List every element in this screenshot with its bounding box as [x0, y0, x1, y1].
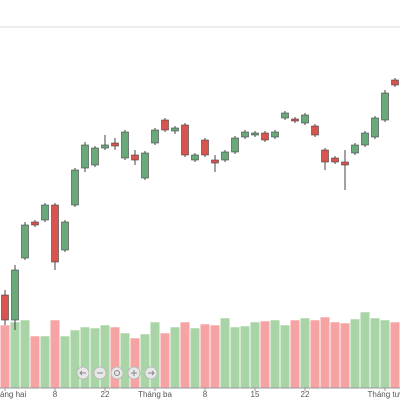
zoom-controls	[76, 366, 158, 380]
candle-body	[121, 131, 129, 159]
volume-bar	[379, 319, 391, 389]
scroll-right-button[interactable]	[144, 366, 158, 380]
volume-bar	[239, 325, 251, 389]
candle-body	[111, 142, 119, 147]
candle-body	[271, 131, 279, 138]
x-tick-label: 22	[301, 390, 310, 399]
candle-body	[261, 132, 269, 141]
x-tick-label: Tháng ba	[138, 390, 172, 399]
volume-bar	[229, 326, 241, 389]
volume-bar	[329, 321, 341, 389]
volume-bar	[119, 332, 131, 389]
candle-body	[151, 129, 159, 144]
candle-body	[81, 144, 89, 169]
candle-body	[191, 154, 199, 161]
candle-body	[221, 151, 229, 161]
candle-body	[181, 124, 189, 156]
candle-body	[71, 169, 79, 206]
volume-bar	[299, 317, 311, 389]
plot-area	[0, 78, 400, 389]
volume-bar	[59, 335, 71, 389]
candle-body	[141, 152, 149, 179]
candle-body	[61, 221, 69, 251]
volume-bar	[349, 318, 361, 389]
x-tick-label: 8	[53, 390, 58, 399]
candle-body	[371, 117, 379, 138]
candle-body	[251, 132, 259, 136]
volume-bar	[369, 317, 381, 389]
candle-body	[381, 92, 389, 121]
reset-button[interactable]	[110, 366, 124, 380]
volume-bar	[309, 319, 321, 389]
candle-body	[171, 127, 179, 132]
candle-body	[101, 144, 109, 149]
volume-bar	[319, 316, 331, 389]
volume-bar	[269, 319, 281, 389]
volume-bar	[159, 332, 171, 389]
candle-body	[301, 114, 309, 124]
candle-body	[351, 144, 359, 154]
candle-body	[211, 159, 219, 164]
volume-bar	[249, 321, 261, 389]
volume-bar	[279, 324, 291, 389]
volume-bar	[139, 333, 151, 389]
candle-body	[91, 147, 99, 166]
volume-bar	[49, 319, 61, 389]
volume-bar	[169, 326, 181, 389]
candle-body	[341, 161, 349, 166]
volume-bar	[209, 324, 221, 389]
volume-bar	[39, 335, 51, 389]
candle-body	[201, 139, 209, 156]
volume-bar	[389, 321, 400, 389]
candle-body	[1, 294, 9, 321]
candle-body	[321, 149, 329, 163]
volume-bar	[339, 322, 351, 389]
candle-body	[331, 157, 339, 163]
candle-body	[51, 204, 59, 263]
volume-bar	[69, 329, 81, 389]
x-tick-label: 8	[203, 390, 208, 399]
volume-bar	[189, 327, 201, 389]
candle-body	[41, 204, 49, 221]
volume-bar	[9, 321, 21, 389]
candle-body	[21, 224, 29, 259]
candle-body	[291, 118, 299, 122]
volume-bar	[219, 317, 231, 389]
candle-body	[161, 119, 169, 131]
x-tick-label: áng hai	[0, 390, 26, 399]
volume-bar	[19, 319, 31, 389]
candle-body	[241, 131, 249, 138]
candle-body	[391, 79, 399, 86]
candle-body	[131, 154, 139, 161]
scroll-left-button[interactable]	[76, 366, 90, 380]
volume-bar	[259, 320, 271, 389]
x-tick-label: 22	[101, 390, 110, 399]
x-tick-label: 15	[251, 390, 260, 399]
candle-body	[311, 125, 319, 136]
volume-bar	[129, 337, 141, 389]
x-tick-label: Tháng tư	[368, 390, 400, 399]
volume-bar	[289, 319, 301, 389]
zoom-out-button[interactable]	[93, 366, 107, 380]
volume-bar	[0, 324, 11, 389]
candle-body	[281, 112, 289, 119]
zoom-in-button[interactable]	[127, 366, 141, 380]
volume-bar	[29, 335, 41, 389]
volume-bar	[199, 323, 211, 389]
candle-body	[231, 137, 239, 153]
candle-body	[11, 269, 19, 321]
volume-bar	[179, 321, 191, 389]
candle-body	[361, 132, 369, 146]
volume-bar	[359, 311, 371, 389]
candle-body	[31, 221, 39, 226]
